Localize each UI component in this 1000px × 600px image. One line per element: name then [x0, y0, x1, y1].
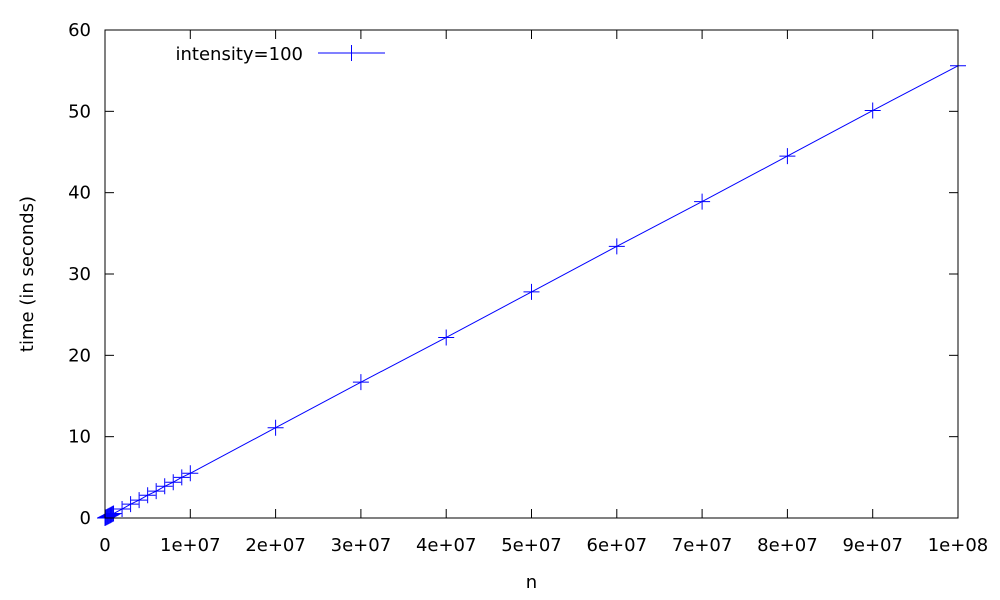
data-point: [148, 483, 165, 500]
data-point: [156, 478, 173, 495]
data-point: [267, 419, 284, 436]
data-point: [182, 465, 199, 482]
y-tick-label: 20: [68, 345, 91, 366]
legend-label: intensity=100: [176, 44, 303, 65]
x-tick-label: 7e+07: [672, 535, 733, 556]
data-point: [523, 283, 540, 300]
data-point: [608, 238, 625, 255]
plot-frame: [104, 29, 959, 519]
y-axis-title: time (in seconds): [17, 196, 38, 352]
legend-marker-plus: [343, 45, 360, 61]
y-tick-label: 10: [68, 427, 91, 448]
y-tick-label: 30: [68, 264, 91, 285]
x-tick-label: 1e+07: [160, 535, 221, 556]
data-point: [139, 487, 156, 504]
x-axis-title: n: [526, 572, 537, 593]
tick-marks: [104, 29, 959, 519]
x-tick-label: 9e+07: [842, 535, 903, 556]
y-tick-label: 40: [68, 183, 91, 204]
y-tick-label: 60: [68, 20, 91, 41]
data-point: [779, 148, 796, 165]
legend: intensity=100: [176, 44, 385, 65]
x-tick-label: 6e+07: [587, 535, 648, 556]
series-layer: [97, 57, 966, 526]
y-tick-labels: 0 10 20 30 40 50 60: [68, 20, 91, 529]
legend-marker: [343, 45, 360, 61]
x-tick-label: 4e+07: [416, 535, 477, 556]
x-tick-label: 3e+07: [331, 535, 392, 556]
data-point: [352, 374, 369, 391]
data-point: [105, 505, 122, 522]
x-tick-labels: 0 1e+07 2e+07 3e+07 4e+07 5e+07 6e+07 7e+07 8e+0…: [99, 535, 988, 556]
data-point: [173, 469, 190, 486]
data-point: [122, 496, 139, 513]
data-point: [114, 501, 131, 518]
x-tick-label: 8e+07: [757, 535, 818, 556]
data-point: [694, 193, 711, 210]
data-point: [165, 474, 182, 491]
y-tick-label: 50: [68, 101, 91, 122]
x-tick-label: 0: [99, 535, 110, 556]
data-point: [438, 329, 455, 346]
x-tick-label: 2e+07: [245, 535, 306, 556]
y-tick-label: 0: [80, 508, 91, 529]
x-tick-label: 5e+07: [501, 535, 562, 556]
x-tick-label: 1e+08: [928, 535, 989, 556]
data-point: [864, 102, 881, 119]
data-point: [131, 492, 148, 509]
